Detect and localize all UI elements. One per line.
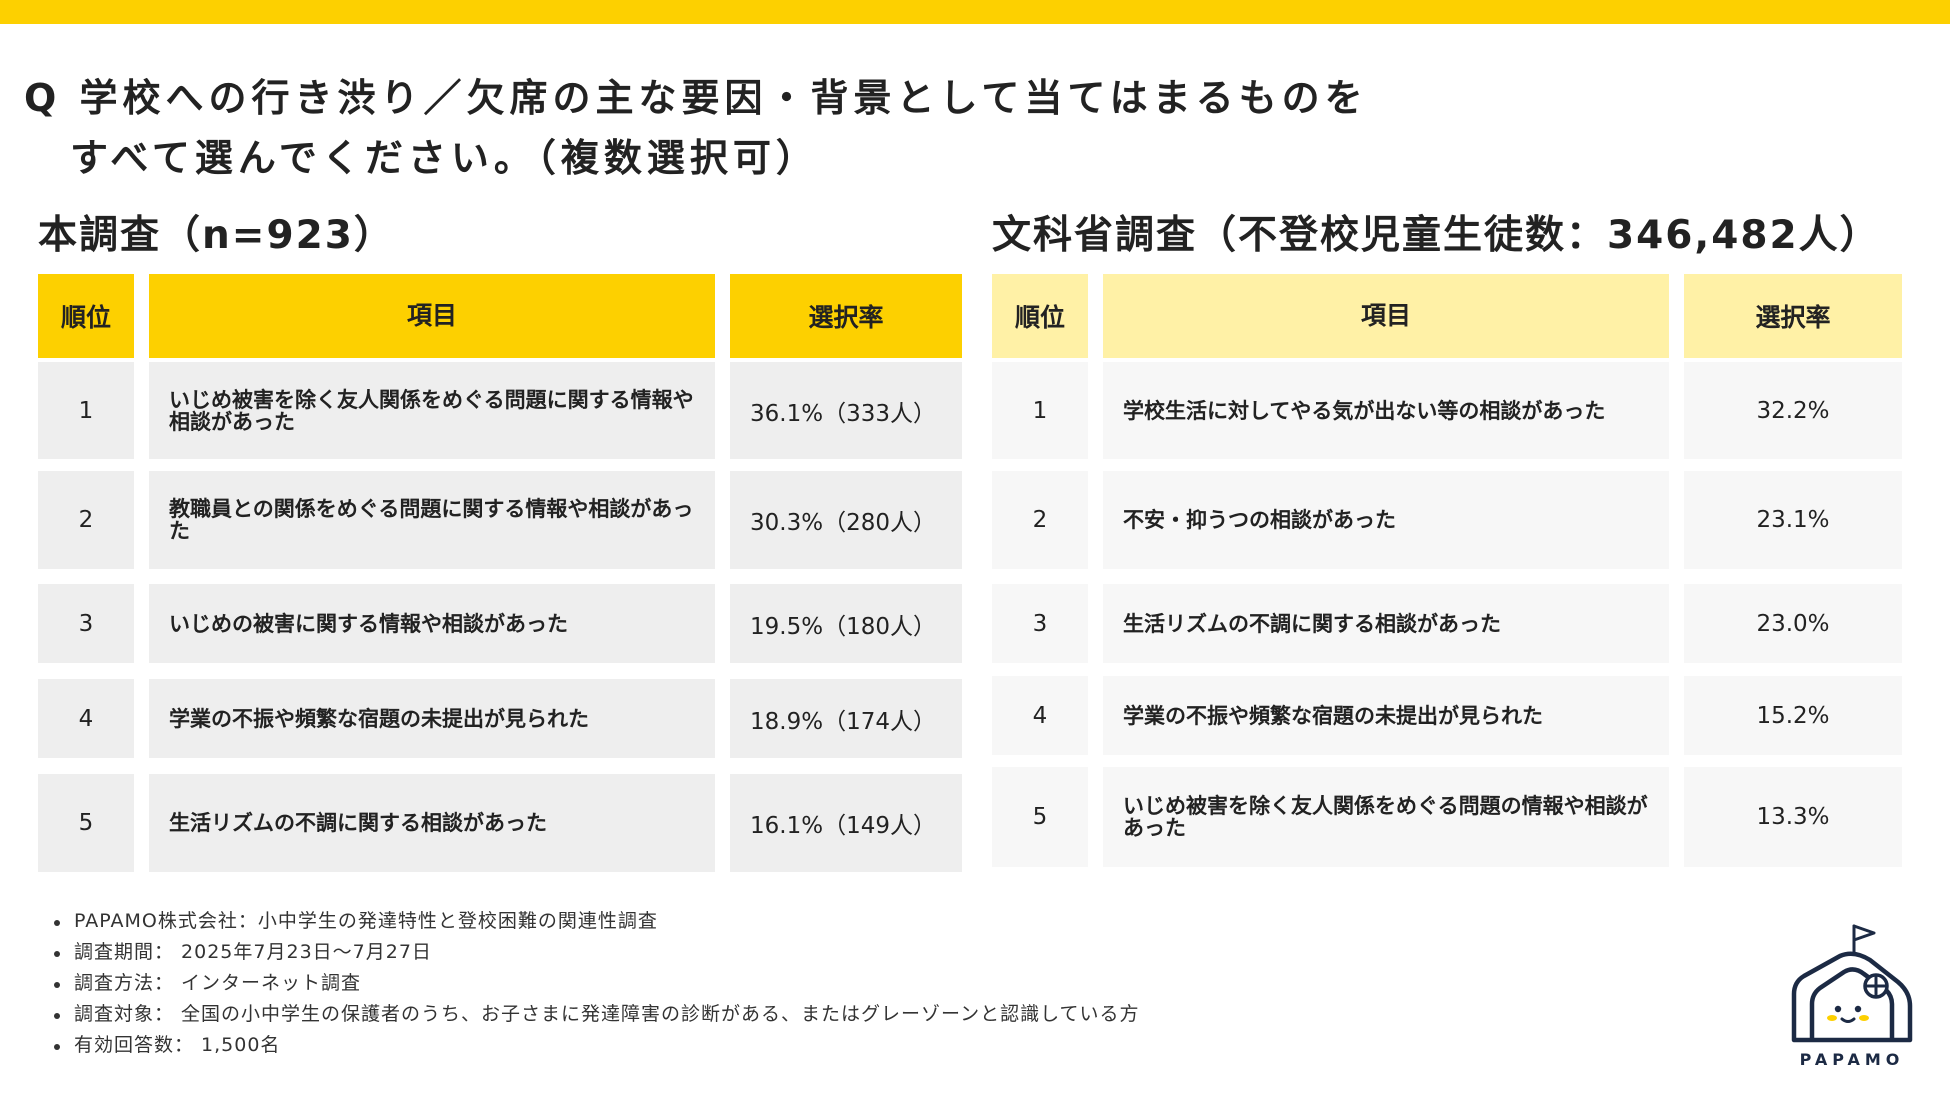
rank-cell: 3 bbox=[992, 584, 1088, 663]
survey-notes-list: PAPAMO株式会社：小中学生の発達特性と登校困難の関連性調査 調査期間： 20… bbox=[52, 906, 1140, 1061]
rank-cell: 3 bbox=[38, 584, 134, 663]
rank-column-header: 順位 bbox=[38, 274, 134, 358]
rate-cell: 13.3% bbox=[1684, 767, 1902, 867]
rate-cell: 15.2% bbox=[1684, 676, 1902, 755]
rate-cell: 30.3%（280人） bbox=[730, 471, 962, 569]
rate-cell: 23.1% bbox=[1684, 471, 1902, 569]
note-item: 調査対象： 全国の小中学生の保護者のうち、お子さまに発達障害の診断がある、または… bbox=[52, 999, 1140, 1030]
rate-cell: 36.1%（333人） bbox=[730, 362, 962, 459]
right-table-title: 文科省調査（不登校児童生徒数：346,482人） bbox=[992, 213, 1881, 258]
note-item: 調査方法： インターネット調査 bbox=[52, 968, 1140, 999]
rank-cell: 2 bbox=[992, 471, 1088, 569]
item-column-header: 項目 bbox=[149, 274, 715, 358]
note-item: 調査期間： 2025年7月23日～7月27日 bbox=[52, 937, 1140, 968]
item-cell: 教職員との関係をめぐる問題に関する情報や相談があった bbox=[149, 471, 715, 569]
house-face-icon bbox=[1791, 924, 1913, 1043]
item-cell: 学業の不振や頻繁な宿題の未提出が見られた bbox=[1103, 676, 1669, 755]
item-cell: 学校生活に対してやる気が出ない等の相談があった bbox=[1103, 362, 1669, 459]
rank-cell: 5 bbox=[38, 774, 134, 872]
item-cell: いじめ被害を除く友人関係をめぐる問題の情報や相談があった bbox=[1103, 767, 1669, 867]
question-line-2: すべて選んでください。（複数選択可） bbox=[70, 136, 819, 180]
item-cell: 生活リズムの不調に関する相談があった bbox=[149, 774, 715, 872]
note-item: PAPAMO株式会社：小中学生の発達特性と登校困難の関連性調査 bbox=[52, 906, 1140, 937]
rank-cell: 4 bbox=[992, 676, 1088, 755]
top-accent-bar bbox=[0, 0, 1950, 24]
item-cell: いじめの被害に関する情報や相談があった bbox=[149, 584, 715, 663]
item-cell: いじめ被害を除く友人関係をめぐる問題に関する情報や相談があった bbox=[149, 362, 715, 459]
item-column-header: 項目 bbox=[1103, 274, 1669, 358]
rate-cell: 23.0% bbox=[1684, 584, 1902, 663]
papamo-logo: PAPAMO bbox=[1780, 922, 1924, 1069]
logo-wordmark: PAPAMO bbox=[1799, 1050, 1905, 1069]
rank-cell: 1 bbox=[38, 362, 134, 459]
rate-column-header: 選択率 bbox=[730, 274, 962, 358]
note-item: 有効回答数： 1,500名 bbox=[52, 1030, 1140, 1061]
rate-column-header: 選択率 bbox=[1684, 274, 1902, 358]
rate-cell: 16.1%（149人） bbox=[730, 774, 962, 872]
rank-cell: 4 bbox=[38, 679, 134, 758]
rate-cell: 19.5%（180人） bbox=[730, 584, 962, 663]
left-table-title: 本調査（n=923） bbox=[38, 213, 395, 258]
rank-cell: 1 bbox=[992, 362, 1088, 459]
item-cell: 不安・抑うつの相談があった bbox=[1103, 471, 1669, 569]
question-line-1: Q 学校への行き渋り／欠席の主な要因・背景として当てはまるものを bbox=[24, 76, 1368, 120]
rank-cell: 5 bbox=[992, 767, 1088, 867]
rate-cell: 32.2% bbox=[1684, 362, 1902, 459]
question-heading: Q 学校への行き渋り／欠席の主な要因・背景として当てはまるものを すべて選んでく… bbox=[24, 68, 1924, 188]
rank-cell: 2 bbox=[38, 471, 134, 569]
item-cell: 生活リズムの不調に関する相談があった bbox=[1103, 584, 1669, 663]
item-cell: 学業の不振や頻繁な宿題の未提出が見られた bbox=[149, 679, 715, 758]
rate-cell: 18.9%（174人） bbox=[730, 679, 962, 758]
rank-column-header: 順位 bbox=[992, 274, 1088, 358]
